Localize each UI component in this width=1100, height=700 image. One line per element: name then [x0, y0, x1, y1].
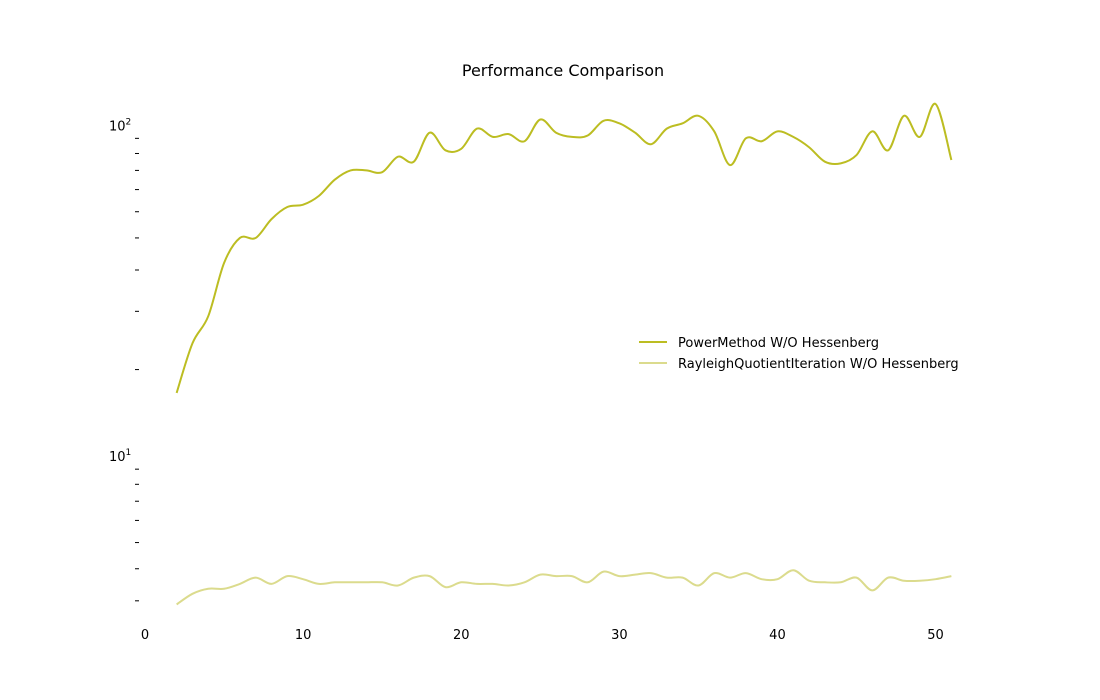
- legend-label-1: RayleighQuotientIteration W/O Hessenberg: [678, 357, 959, 372]
- series-line-1: [176, 569, 952, 606]
- chart-title: Performance Comparison: [462, 61, 664, 80]
- legend-label-0: PowerMethod W/O Hessenberg: [678, 336, 879, 351]
- x-tick-label-1: 10: [295, 628, 312, 643]
- legend: PowerMethod W/O Hessenberg RayleighQuotie…: [639, 336, 959, 372]
- y-tick-label-1: 102: [109, 117, 131, 134]
- plot-area: [175, 102, 953, 606]
- x-tick-label-0: 0: [141, 628, 149, 643]
- series-line-0: [175, 102, 953, 394]
- x-tick-label-4: 40: [769, 628, 786, 643]
- x-axis: 0 10 20 30 40 50: [141, 628, 944, 643]
- x-tick-label-5: 50: [927, 628, 944, 643]
- y-tick-label-0: 101: [109, 448, 131, 465]
- x-tick-label-3: 30: [611, 628, 628, 643]
- y-axis: 101 102: [109, 117, 139, 602]
- x-tick-label-2: 20: [453, 628, 470, 643]
